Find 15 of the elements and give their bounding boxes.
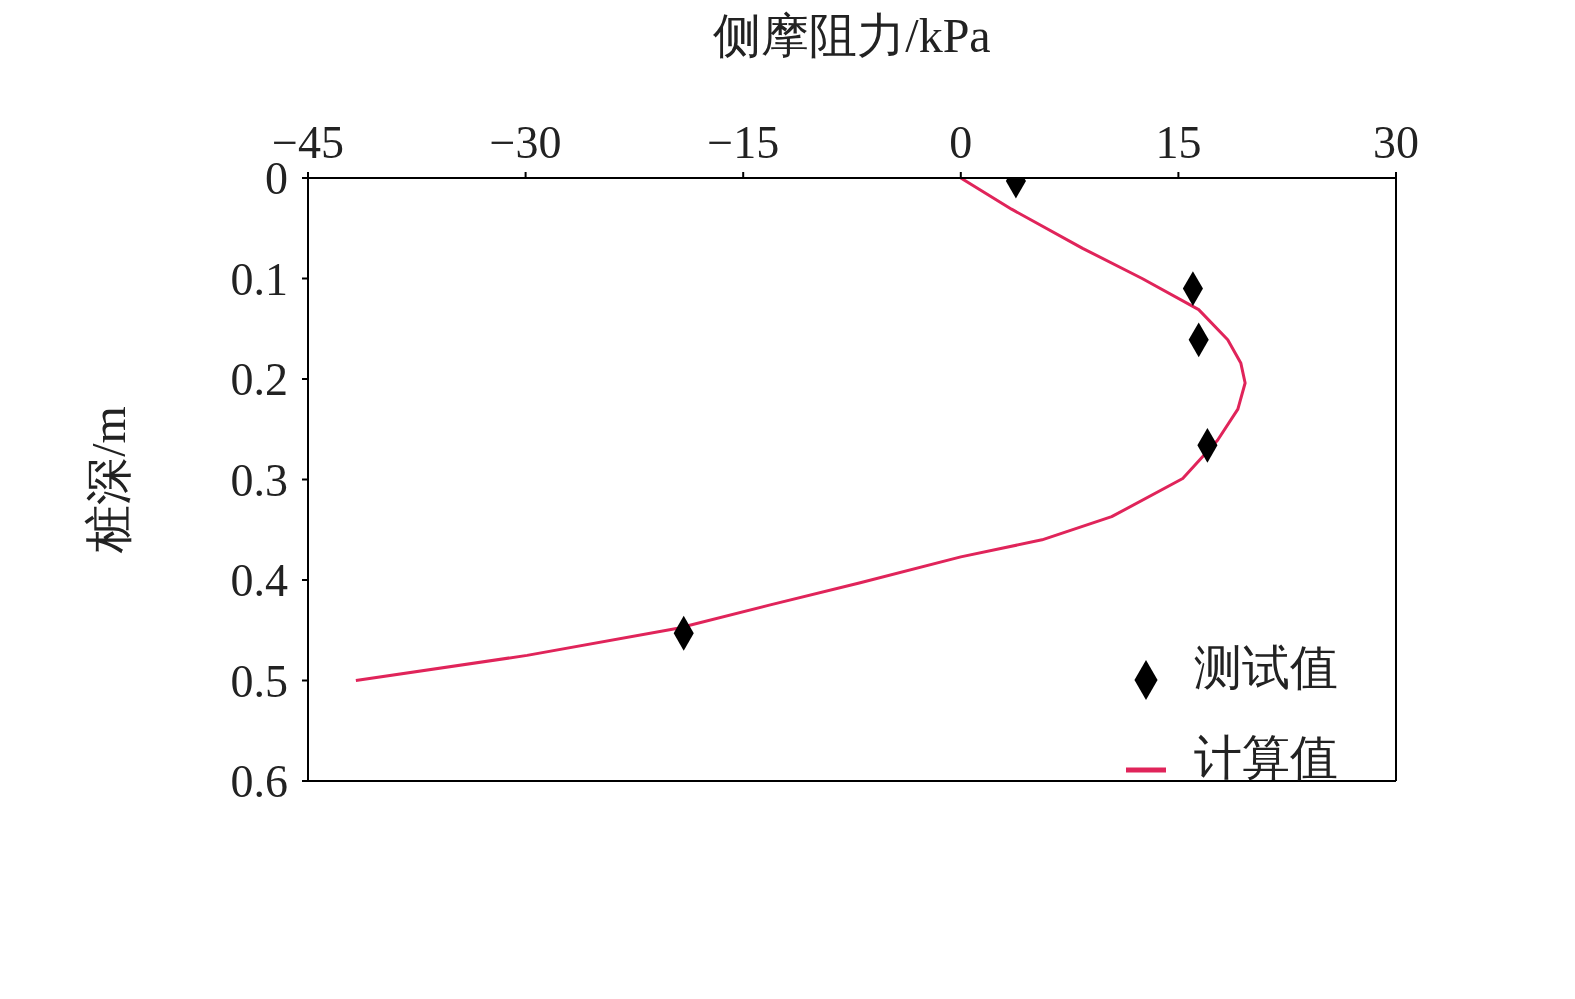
x-tick-label: 0: [949, 117, 973, 168]
y-tick-label: 0.5: [230, 655, 288, 707]
y-tick-label: 0.1: [230, 253, 288, 305]
x-tick-label: −15: [707, 117, 780, 168]
legend-label: 计算值: [1194, 731, 1338, 784]
x-axis-title: 侧摩阻力/kPa: [713, 9, 991, 63]
y-tick-label: 0.4: [230, 555, 288, 607]
y-tick-label: 0.3: [230, 454, 288, 506]
y-tick-label: 0.2: [230, 354, 288, 406]
y-axis-title: 桩深/m: [82, 406, 136, 554]
x-tick-label: 15: [1155, 117, 1202, 168]
legend-label: 测试值: [1194, 641, 1338, 694]
x-tick-label: 30: [1373, 117, 1419, 168]
x-tick-label: −30: [489, 117, 562, 168]
y-tick-label: 0.6: [230, 756, 288, 808]
